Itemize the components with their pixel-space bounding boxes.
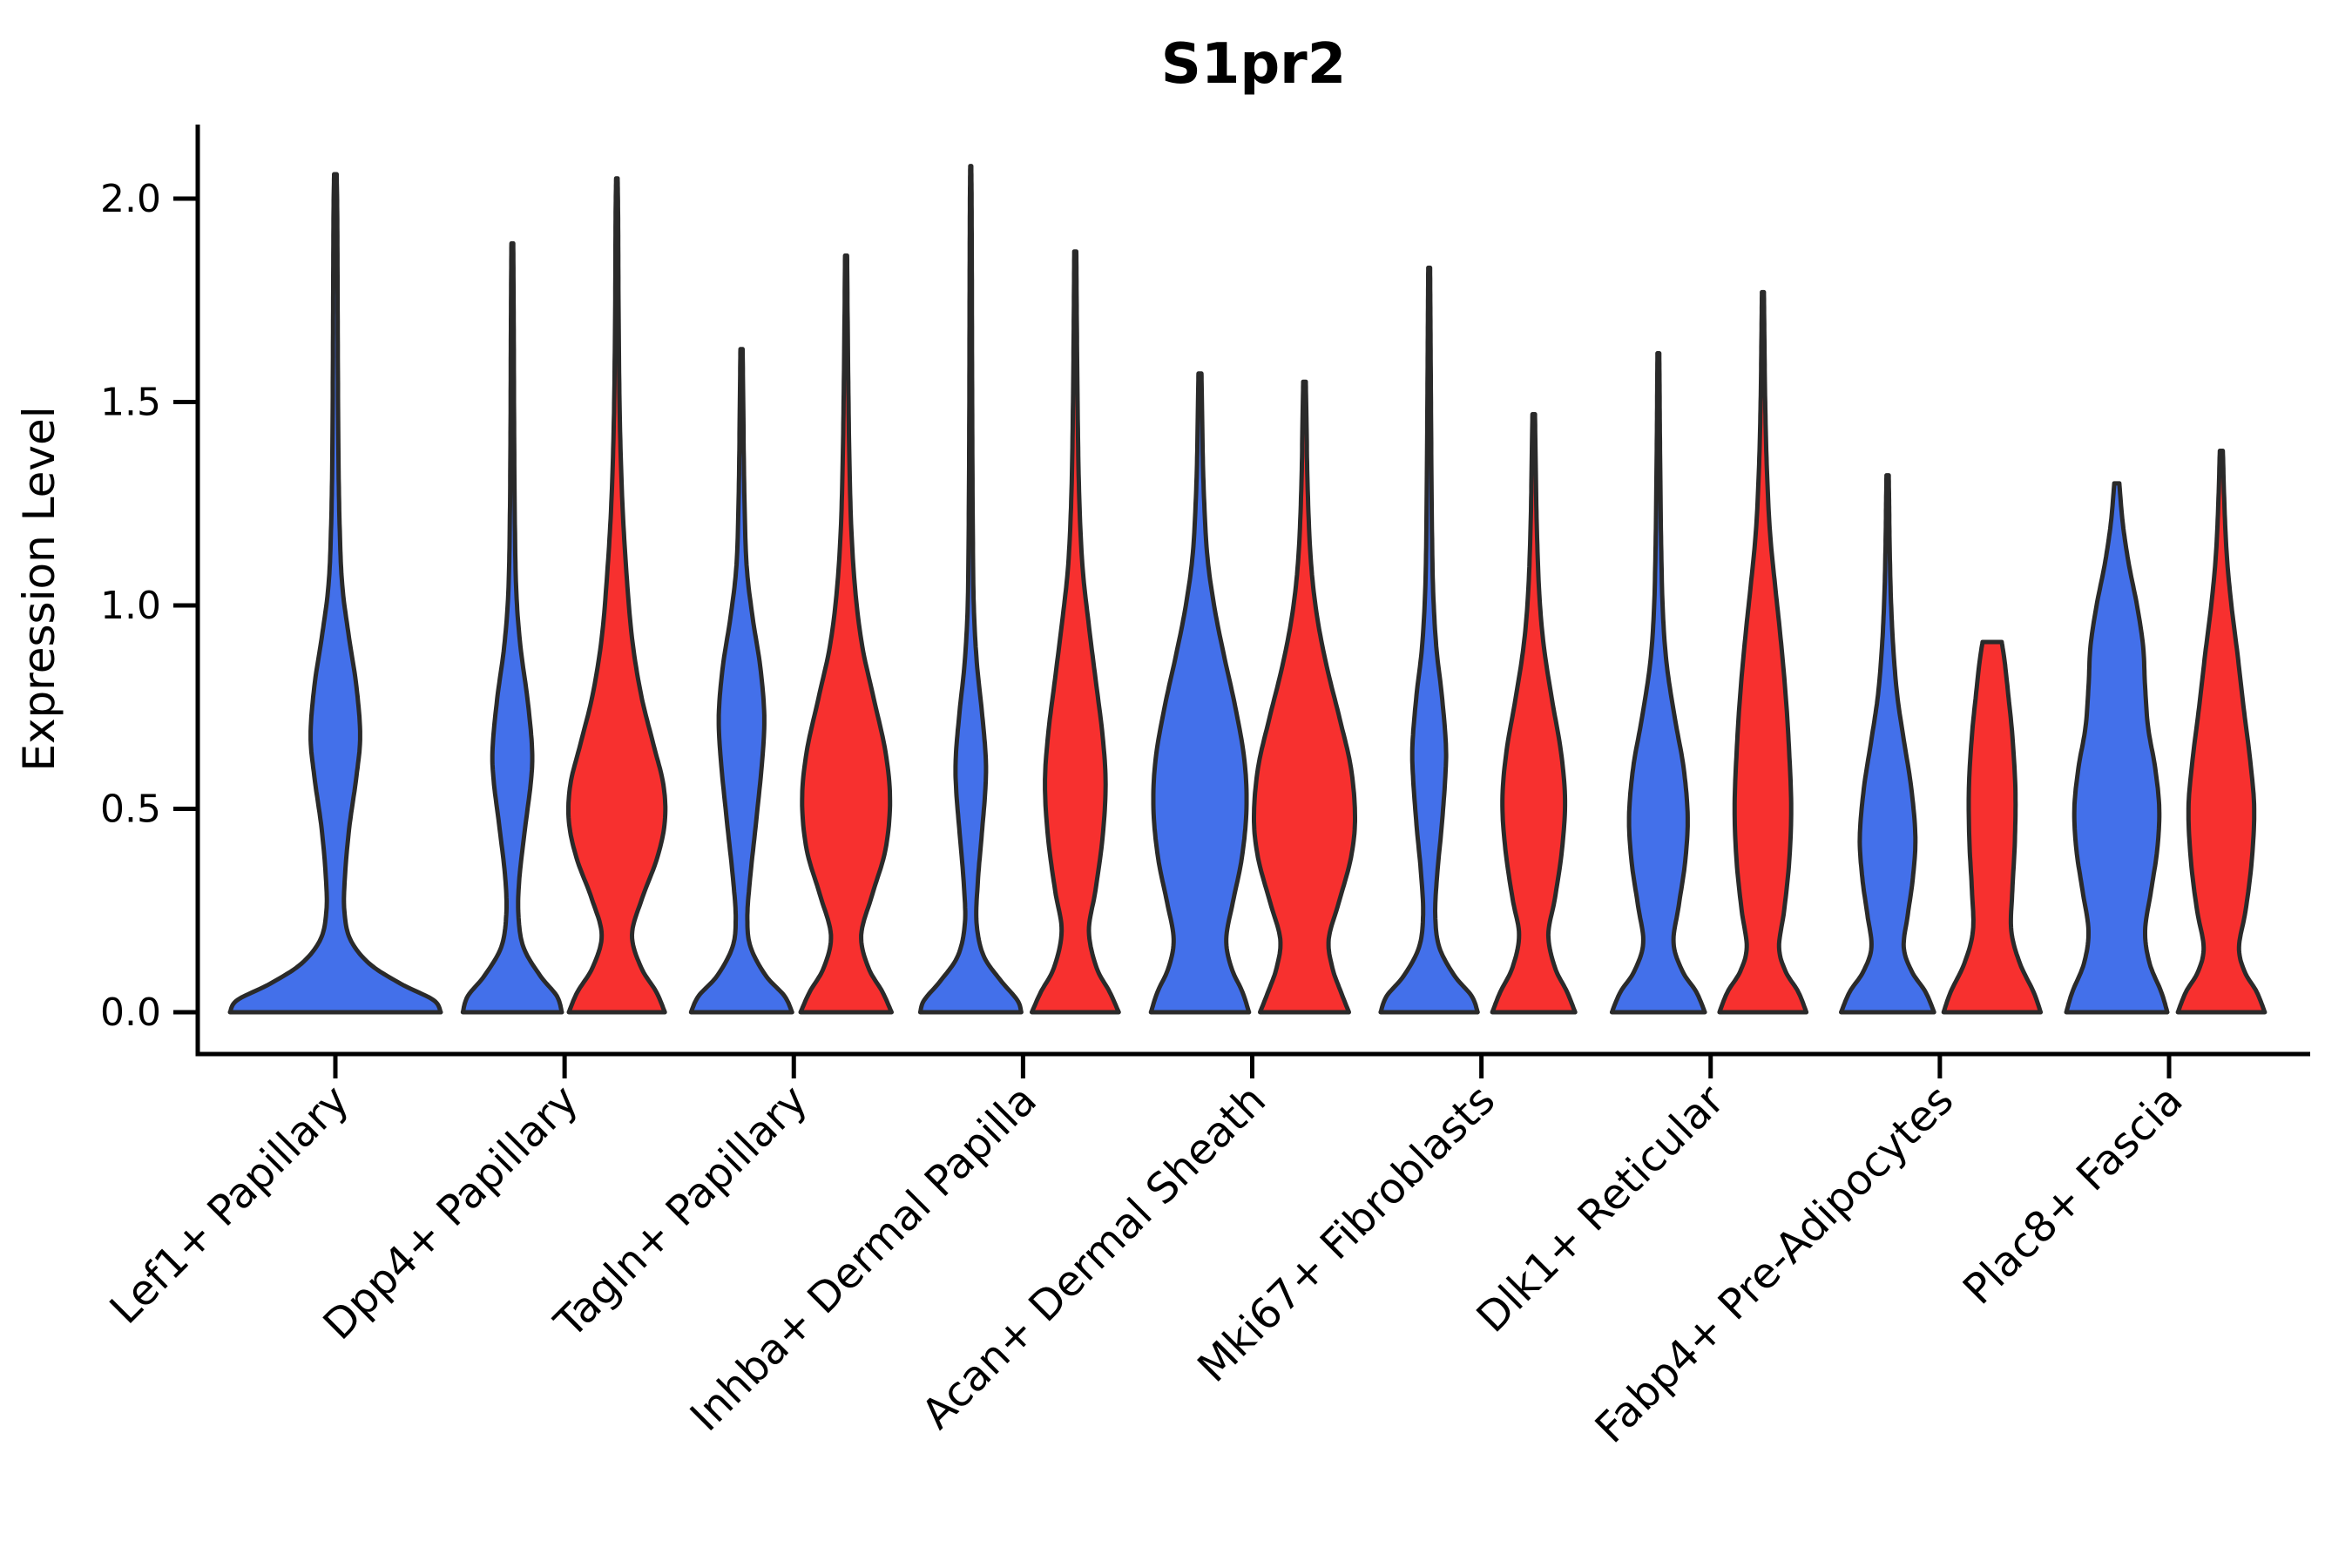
axis-spines — [195, 125, 2310, 1057]
x-category-label: Tagln+ Papillary — [544, 1076, 816, 1348]
violin-blue-fabp4-pre-adipocytes — [1839, 473, 1936, 1015]
violin-blue-acan-dermal-sheath — [1148, 371, 1252, 1015]
y-tick-label: 0.5 — [100, 787, 161, 832]
x-category-label: Dlk1+ Reticular — [1468, 1076, 1734, 1342]
violin-blue-tagln-papillary — [688, 347, 794, 1015]
violin-blue-inhba-dermal-papilla — [917, 164, 1024, 1015]
violin-red-mki67-fibroblasts — [1490, 412, 1578, 1015]
violin-red-fabp4-pre-adipocytes — [1941, 639, 2044, 1015]
violin-red-inhba-dermal-papilla — [1030, 249, 1121, 1015]
violin-blue-plac8-fascia — [2064, 481, 2170, 1015]
chart-title: S1pr2 — [1161, 32, 1347, 97]
violin-red-dlk1-reticular — [1717, 289, 1809, 1015]
violin-red-dpp4-papillary — [566, 176, 668, 1015]
violin-layer — [227, 164, 2268, 1015]
x-category-label: Lef1+ Papillary — [101, 1076, 359, 1334]
x-category-label: Dpp4+ Papillary — [314, 1076, 588, 1349]
x-category-label: Plac8+ Fascia — [1954, 1076, 2193, 1315]
violin-blue-dpp4-papillary — [460, 240, 564, 1015]
violin-red-plac8-fascia — [2175, 449, 2268, 1015]
violin-blue-lef1-papillary — [227, 172, 443, 1015]
violin-blue-mki67-fibroblasts — [1378, 265, 1480, 1015]
y-tick-label: 0.0 — [100, 990, 161, 1035]
y-tick-label: 1.5 — [100, 381, 161, 425]
y-tick-label: 2.0 — [100, 177, 161, 221]
y-axis-label: Expression Level — [14, 406, 64, 771]
violin-red-acan-dermal-sheath — [1252, 379, 1357, 1015]
y-tick-label: 1.0 — [100, 584, 161, 628]
violin-blue-dlk1-reticular — [1609, 351, 1707, 1015]
violin-red-tagln-papillary — [798, 253, 894, 1015]
